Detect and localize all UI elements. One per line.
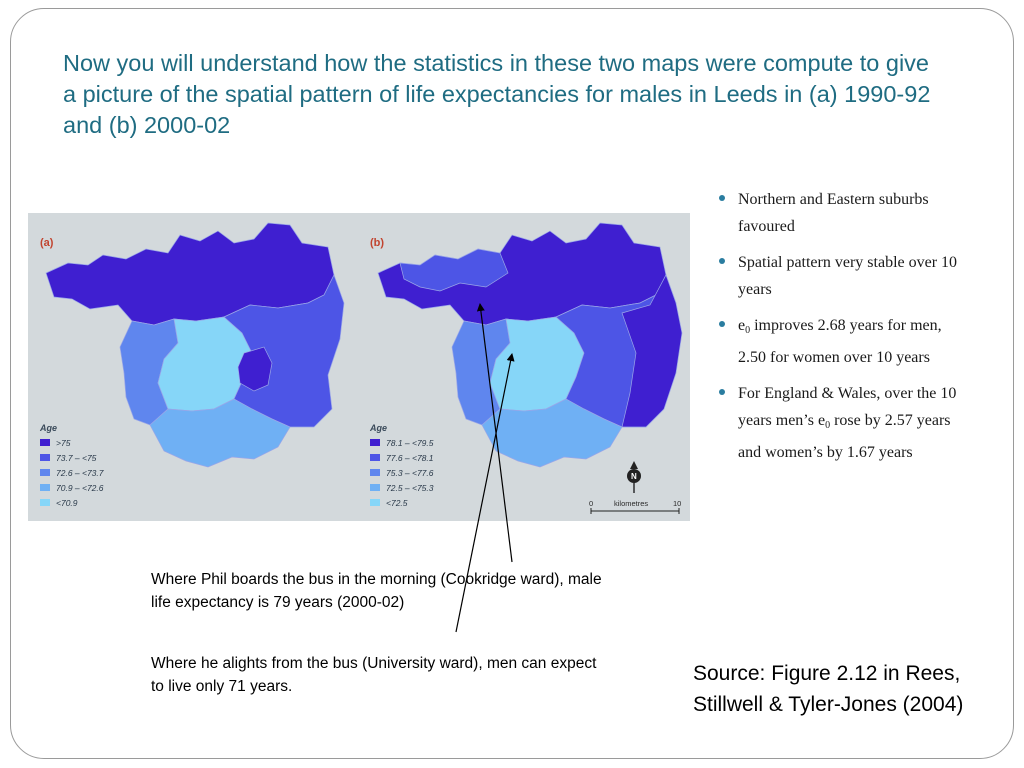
bullet-item: Northern and Eastern suburbs favoured bbox=[718, 186, 968, 240]
legend-swatch bbox=[40, 454, 50, 461]
legend-label: 75.3 – <77.6 bbox=[386, 468, 434, 478]
scale-end: 10 bbox=[673, 499, 681, 508]
legend-label: 73.7 – <75 bbox=[56, 453, 97, 463]
legend-swatch bbox=[370, 499, 380, 506]
legend-swatch bbox=[40, 469, 50, 476]
legend-swatch bbox=[370, 469, 380, 476]
legend-label: >75 bbox=[56, 438, 71, 448]
legend-swatch bbox=[370, 454, 380, 461]
legend-swatch bbox=[370, 484, 380, 491]
bullet-list: Northern and Eastern suburbs favoured Sp… bbox=[718, 186, 968, 475]
legend-label: 70.9 – <72.6 bbox=[56, 483, 104, 493]
legend-label: 72.5 – <75.3 bbox=[386, 483, 434, 493]
legend-label: 72.6 – <73.7 bbox=[56, 468, 104, 478]
bullet-item: For England & Wales, over the 10 years m… bbox=[718, 380, 968, 466]
ward-region-south bbox=[481, 398, 623, 468]
legend-label: 77.6 – <78.1 bbox=[386, 453, 434, 463]
annotation-alighting: Where he alights from the bus (Universit… bbox=[151, 655, 597, 695]
ward-region-south bbox=[149, 398, 291, 468]
slide-frame bbox=[10, 8, 1014, 759]
slide-title: Now you will understand how the statisti… bbox=[63, 50, 931, 138]
legend-swatch bbox=[40, 484, 50, 491]
legend-title-b: Age bbox=[369, 423, 387, 433]
legend-title-a: Age bbox=[39, 423, 57, 433]
north-arrow-icon: N bbox=[627, 461, 641, 493]
ward-region-far-east bbox=[621, 274, 683, 428]
legend-swatch bbox=[370, 439, 380, 446]
ward-region-east-dark bbox=[237, 346, 273, 392]
legend-b: 78.1 – <79.5 77.6 – <78.1 75.3 – <77.6 7… bbox=[370, 438, 434, 508]
ward-region-northwest bbox=[399, 248, 509, 292]
panel-label-a: (a) bbox=[40, 237, 54, 249]
bullet-item: e0 improves 2.68 years for men, 2.50 for… bbox=[718, 312, 968, 371]
annotation-boarding: Where Phil boards the bus in the morning… bbox=[151, 571, 602, 611]
map-figure-svg: (a) Age >75 73.7 – <75 72.6 – <73.7 70.9… bbox=[39, 222, 683, 514]
legend-swatch bbox=[40, 439, 50, 446]
legend-a: >75 73.7 – <75 72.6 – <73.7 70.9 – <72.6… bbox=[40, 438, 104, 508]
source-citation: Source: Figure 2.12 in Rees, Stillwell &… bbox=[693, 662, 964, 716]
map-panel-b bbox=[377, 222, 683, 468]
legend-label: 78.1 – <79.5 bbox=[386, 438, 434, 448]
legend-label: <72.5 bbox=[386, 498, 408, 508]
panel-label-b: (b) bbox=[370, 237, 384, 249]
bullet-item: Spatial pattern very stable over 10 year… bbox=[718, 249, 968, 303]
map-panel-a bbox=[45, 222, 345, 468]
scale-start: 0 bbox=[589, 499, 593, 508]
svg-text:N: N bbox=[631, 472, 637, 481]
legend-label: <70.9 bbox=[56, 498, 78, 508]
scale-unit: kilometres bbox=[614, 499, 648, 508]
legend-swatch bbox=[40, 499, 50, 506]
map-figure: (a) Age >75 73.7 – <75 72.6 – <73.7 70.9… bbox=[28, 213, 690, 521]
scale-bar: 0 kilometres 10 bbox=[589, 499, 681, 514]
